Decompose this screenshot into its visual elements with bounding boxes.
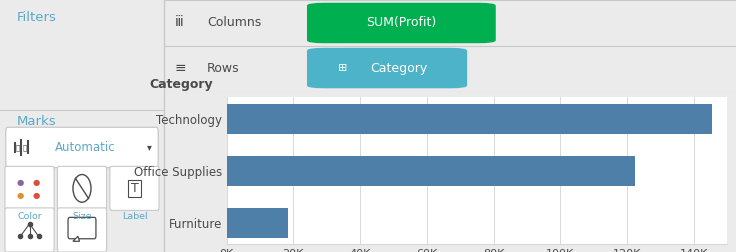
Text: ▾: ▾ — [146, 142, 152, 152]
Bar — [227, 208, 288, 238]
FancyBboxPatch shape — [57, 208, 107, 252]
Text: Columns: Columns — [207, 16, 261, 28]
FancyBboxPatch shape — [5, 208, 54, 252]
FancyBboxPatch shape — [110, 166, 159, 210]
Text: Color: Color — [17, 212, 42, 221]
FancyBboxPatch shape — [6, 127, 158, 168]
FancyBboxPatch shape — [307, 48, 467, 88]
Bar — [227, 104, 712, 134]
Text: ⅲ: ⅲ — [174, 15, 183, 29]
Text: Automatic: Automatic — [55, 141, 116, 154]
FancyBboxPatch shape — [307, 3, 496, 43]
Text: ●: ● — [16, 178, 24, 186]
Text: ●: ● — [32, 192, 40, 200]
Text: ≡: ≡ — [174, 61, 186, 75]
Bar — [227, 156, 635, 186]
Polygon shape — [73, 236, 79, 241]
Text: Marks: Marks — [16, 115, 56, 128]
Text: SUM(Profit): SUM(Profit) — [367, 16, 436, 29]
Text: Category: Category — [149, 78, 213, 91]
Text: Label: Label — [121, 212, 147, 221]
Text: Rows: Rows — [207, 61, 239, 75]
Text: ⬛  ⬛: ⬛ ⬛ — [15, 144, 27, 151]
Text: Category: Category — [370, 61, 427, 75]
Text: T: T — [130, 182, 138, 195]
Text: ●: ● — [16, 192, 24, 200]
Text: ●: ● — [32, 178, 40, 186]
Text: Filters: Filters — [16, 11, 56, 24]
Text: Size: Size — [72, 212, 92, 221]
Text: ⊞: ⊞ — [339, 63, 348, 73]
FancyBboxPatch shape — [57, 166, 107, 210]
FancyBboxPatch shape — [5, 166, 54, 210]
